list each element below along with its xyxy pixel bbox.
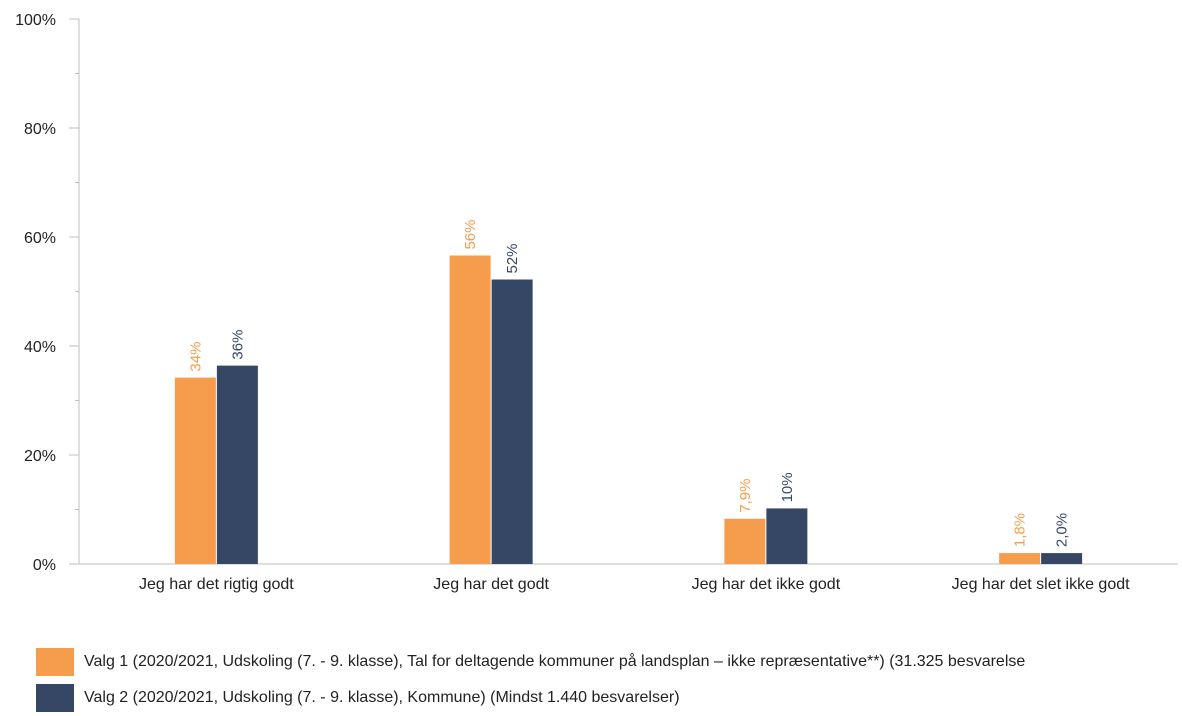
bar-series-2	[766, 508, 808, 564]
y-tick-label: 20%	[24, 448, 56, 465]
data-label-series-1: 56%	[462, 219, 479, 249]
legend-label-series-2: Valg 2 (2020/2021, Udskoling (7. - 9. kl…	[84, 689, 680, 706]
x-tick-label: Jeg har det slet ikke godt	[952, 576, 1130, 593]
x-tick-label: Jeg har det godt	[433, 576, 549, 593]
legend-label-series-1: Valg 1 (2020/2021, Udskoling (7. - 9. kl…	[84, 653, 1026, 670]
y-tick-label: 80%	[24, 121, 56, 138]
bar-series-2	[491, 279, 533, 564]
y-tick-label: 40%	[24, 339, 56, 356]
bar-chart: 0% 20% 40% 60% 80% 100% Jeg har det rigtig go…	[15, 12, 1178, 593]
data-label-series-2: 2,0%	[1054, 513, 1071, 547]
x-axis: Jeg har det rigtig godt Jeg har det godt J…	[69, 563, 1178, 593]
data-label-series-2: 52%	[504, 243, 521, 273]
bar-series-2	[216, 365, 258, 564]
data-label-series-1: 34%	[187, 342, 204, 372]
legend-item-series-1: Valg 1 (2020/2021, Udskoling (7. - 9. kl…	[36, 644, 1182, 680]
bar-series-1	[724, 518, 766, 564]
data-label-series-1: 7,9%	[737, 479, 754, 513]
legend-swatch-series-2	[36, 684, 74, 712]
data-label-series-1: 1,8%	[1012, 513, 1029, 547]
data-label-series-2: 10%	[779, 472, 796, 502]
legend-swatch-series-1	[36, 648, 74, 676]
bars: 34% 36% 56% 52% 7,9% 10% 1,8% 2,0%	[174, 219, 1083, 564]
y-tick-label: 100%	[15, 12, 56, 29]
legend-item-series-2: Valg 2 (2020/2021, Udskoling (7. - 9. kl…	[36, 680, 1182, 716]
data-label-series-2: 36%	[229, 330, 246, 360]
bar-series-2	[1041, 553, 1083, 564]
y-tick-label: 60%	[24, 230, 56, 247]
x-tick-label: Jeg har det rigtig godt	[139, 576, 294, 593]
y-tick-label: 0%	[33, 557, 56, 574]
x-tick-label: Jeg har det ikke godt	[692, 576, 841, 593]
bar-series-1	[174, 377, 216, 564]
legend: Valg 1 (2020/2021, Udskoling (7. - 9. kl…	[36, 644, 1182, 716]
y-axis: 0% 20% 40% 60% 80% 100%	[15, 12, 80, 574]
bar-series-1	[449, 255, 491, 564]
bar-series-1	[999, 553, 1041, 564]
